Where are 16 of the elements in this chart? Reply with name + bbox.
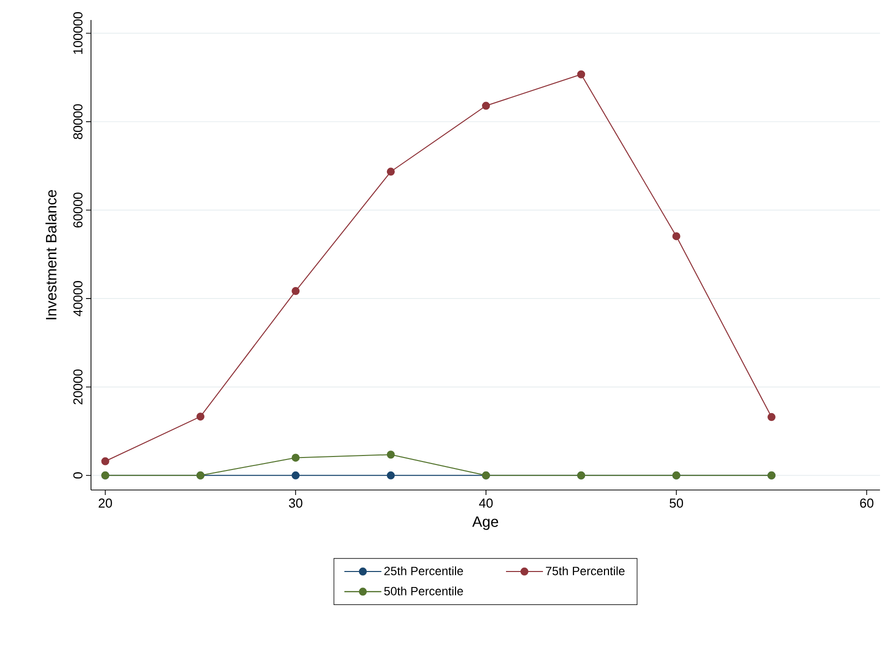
y-axis-title: Investment Balance	[45, 190, 56, 320]
x-axis-title: Age	[472, 516, 498, 530]
x-tick-label: 60	[860, 498, 874, 508]
y-tick-label: 80000	[73, 104, 82, 140]
y-tick-label: 0	[73, 472, 82, 479]
y-tick-label: 100000	[73, 12, 82, 54]
y-tick-label: 20000	[73, 369, 82, 404]
x-tick-label: 40	[479, 498, 493, 508]
x-tick-label: 30	[288, 498, 302, 508]
x-tick-label: 50	[670, 498, 684, 508]
legend-label: 25th Percentile	[384, 566, 463, 576]
legend-label: 75th Percentile	[546, 566, 625, 576]
legend-label: 50th Percentile	[384, 586, 463, 596]
x-tick-label: 20	[98, 498, 112, 508]
y-tick-label: 40000	[73, 281, 82, 316]
y-tick-label: 60000	[73, 192, 82, 228]
